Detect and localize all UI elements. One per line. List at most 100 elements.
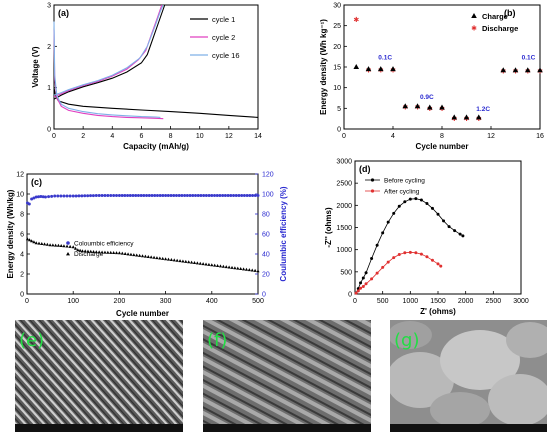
x-tick-label: 0 (342, 133, 346, 140)
data-point (27, 238, 32, 242)
data-point (120, 194, 124, 197)
legend-entry: cycle 1 (212, 15, 235, 24)
data-point (419, 252, 423, 256)
sem-image-e: (e) (15, 320, 183, 432)
data-point (458, 232, 462, 236)
data-point (365, 66, 372, 72)
data-point (232, 194, 236, 197)
data-point (68, 244, 72, 248)
data-point (397, 204, 401, 208)
data-point (193, 194, 197, 197)
x-tick-label: 10 (196, 133, 204, 140)
panel-label: (c) (31, 177, 42, 187)
data-point (240, 194, 244, 197)
data-point (361, 284, 365, 288)
data-point (132, 253, 136, 257)
y-tick-label: 6 (20, 232, 24, 239)
data-point (100, 250, 104, 254)
data-point (155, 194, 159, 197)
data-point (226, 194, 230, 197)
data-point (147, 194, 151, 197)
y-tick-label: 25 (333, 23, 341, 30)
y-tick-label: 0 (47, 127, 51, 134)
data-point (192, 260, 197, 264)
data-point (30, 239, 34, 243)
data-point (442, 219, 446, 223)
x-axis-label: Cycle number (116, 309, 169, 318)
data-point (146, 254, 150, 258)
data-point (80, 194, 84, 198)
data-point (403, 251, 407, 255)
data-point: ✱ (353, 16, 359, 24)
data-point (248, 194, 252, 197)
panel-label: (b) (504, 8, 516, 18)
data-point (89, 194, 93, 198)
x-tick-label: 12 (487, 133, 495, 140)
data-point (436, 262, 440, 266)
data-point (198, 261, 202, 265)
panel-label: (a) (58, 8, 69, 18)
data-point (40, 242, 44, 245)
data-point (180, 194, 184, 197)
data-point (356, 289, 360, 293)
data-point (112, 250, 116, 254)
data-point (112, 194, 116, 197)
data-point (115, 194, 119, 197)
data-point (128, 194, 132, 197)
data-point (463, 114, 470, 120)
data-point (359, 281, 363, 285)
data-point (537, 67, 543, 73)
panel-label: (d) (359, 164, 371, 174)
data-point (196, 194, 200, 197)
y-tick-label: 0 (20, 292, 24, 299)
y-tick-label: 1 (47, 85, 51, 92)
data-point (188, 194, 192, 197)
data-point (62, 194, 66, 198)
data-point (253, 194, 257, 197)
x-tick-label: 100 (67, 298, 79, 305)
data-point (126, 194, 130, 197)
data-point (207, 194, 211, 197)
data-point (161, 256, 165, 260)
x-tick-label: 200 (114, 298, 126, 305)
data-point (131, 194, 135, 197)
data-point (386, 220, 390, 224)
y-right-tick-label: 20 (262, 272, 270, 279)
sem-image-f: (f) (203, 320, 371, 432)
data-point (425, 202, 429, 206)
data-point (164, 257, 168, 261)
series-line (53, 4, 166, 100)
data-point (436, 212, 440, 216)
data-point (354, 291, 358, 295)
data-point (117, 194, 121, 197)
sem-image-g: (g) (390, 320, 547, 432)
data-point (172, 258, 176, 262)
data-point (181, 259, 185, 263)
data-point (227, 265, 231, 269)
data-point (175, 258, 179, 262)
data-point (236, 266, 240, 270)
data-point (56, 243, 61, 247)
data-point (230, 265, 234, 269)
data-point (245, 194, 249, 197)
data-point (97, 194, 101, 197)
data-point (65, 194, 69, 198)
x-tick-label: 14 (254, 133, 262, 140)
data-point (136, 194, 140, 197)
rate-annotation: 1.2C (476, 106, 490, 113)
data-point (199, 194, 203, 197)
data-point (100, 194, 104, 197)
legend-entry: Discharge (482, 24, 518, 33)
data-point (426, 104, 433, 110)
data-point (150, 194, 154, 197)
data-point (54, 243, 58, 247)
data-point (451, 114, 458, 120)
series-line (53, 4, 163, 98)
y-right-tick-label: 60 (262, 232, 270, 239)
data-point (221, 194, 225, 197)
y-tick-label: 3 (47, 3, 51, 10)
y-right-axis-label: Coulumbic efficiency (%) (279, 186, 288, 281)
legend-entry: Discharge (74, 251, 104, 258)
x-tick-label: 4 (110, 133, 114, 140)
